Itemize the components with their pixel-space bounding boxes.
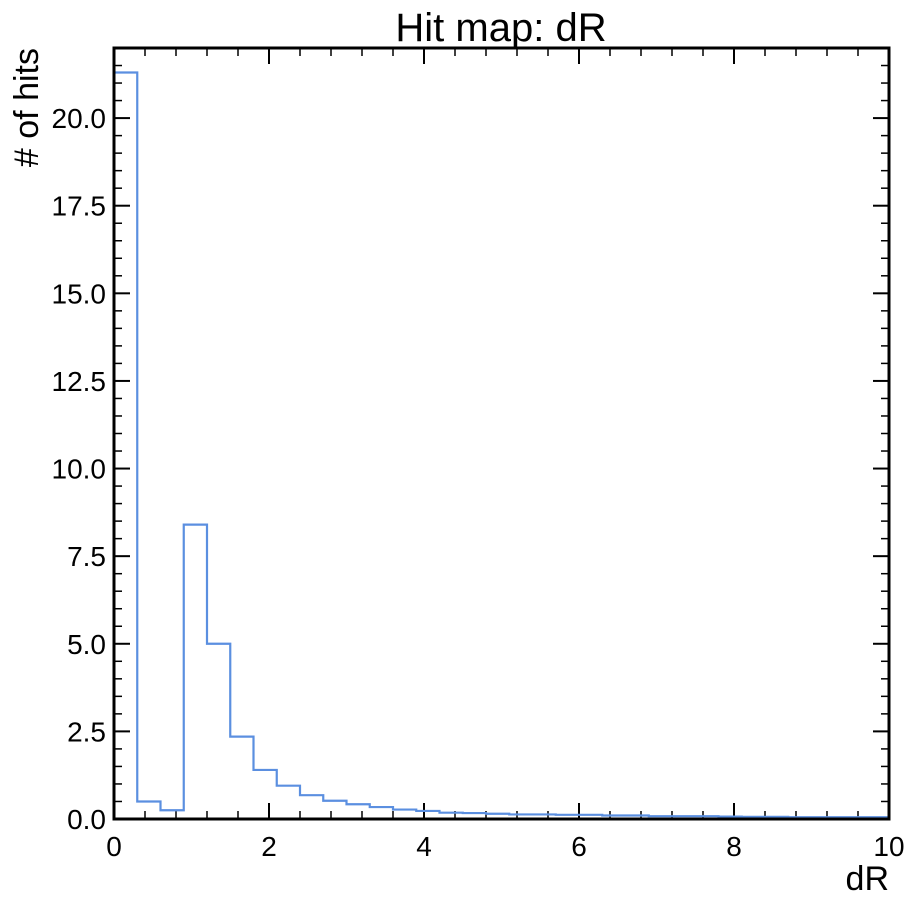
chart-title: Hit map: dR xyxy=(395,6,606,50)
histogram-bin xyxy=(254,770,277,819)
x-tick-label: 2 xyxy=(261,831,277,862)
x-axis-label: dR xyxy=(846,860,889,898)
histogram-bin xyxy=(300,795,323,819)
y-tick-label: 20.0 xyxy=(52,103,107,134)
histogram-bin xyxy=(184,525,207,819)
ticks-layer: 0 2 4 6 8 10 0.0 2.5 5.0 7.5 10.0 12.5 15.0 17.5 20.0 xyxy=(52,47,905,862)
histogram-bin xyxy=(114,73,137,819)
x-tick-label: 0 xyxy=(106,831,122,862)
plot-frame xyxy=(112,46,891,821)
y-tick-label: 12.5 xyxy=(52,366,107,397)
histogram-bin xyxy=(207,644,230,819)
histogram-bin xyxy=(230,737,253,819)
histogram-step-line xyxy=(112,71,891,819)
x-tick-label: 10 xyxy=(873,831,904,862)
y-tick-label: 0.0 xyxy=(67,804,106,835)
histogram-bin xyxy=(347,804,370,819)
histogram-bin xyxy=(370,807,393,819)
x-tick-label: 8 xyxy=(726,831,742,862)
x-tick-label: 4 xyxy=(416,831,432,862)
x-tick-label: 6 xyxy=(571,831,587,862)
y-tick-label: 7.5 xyxy=(67,541,106,572)
histogram-series xyxy=(112,71,891,819)
histogram-bin xyxy=(277,786,300,819)
y-tick-label: 17.5 xyxy=(52,191,107,222)
y-tick-label: 15.0 xyxy=(52,278,107,309)
y-axis-label: # of hits xyxy=(8,48,46,167)
y-tick-label: 2.5 xyxy=(67,716,106,747)
y-tick-label: 5.0 xyxy=(67,629,106,660)
histogram-bin xyxy=(137,801,160,819)
histogram-bin xyxy=(323,801,346,819)
y-tick-label: 10.0 xyxy=(52,454,107,485)
